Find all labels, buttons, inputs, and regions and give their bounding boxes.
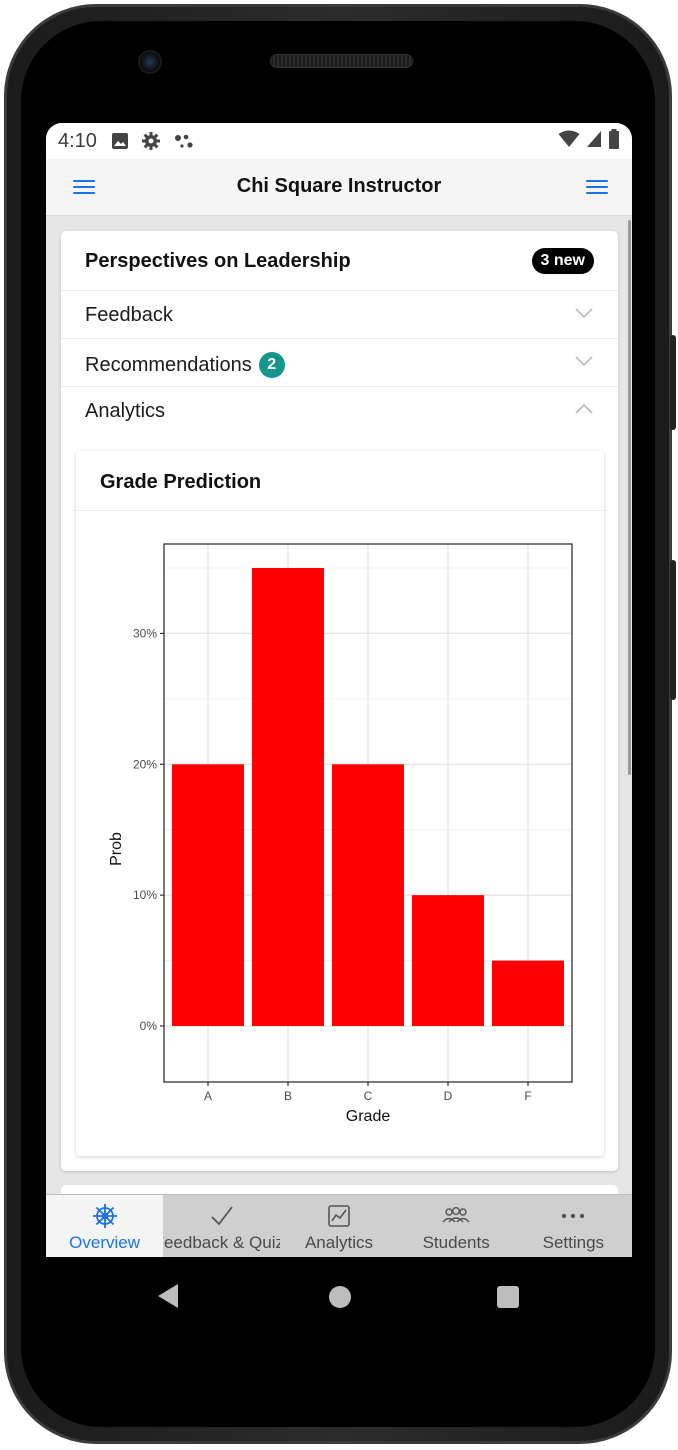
recommendations-count-badge: 2 [258, 352, 285, 378]
accordion-analytics[interactable]: Analytics [61, 387, 618, 435]
y-tick-label: 0% [140, 1019, 158, 1033]
tab-overview[interactable]: Overview [46, 1195, 164, 1257]
course-title: Perspectives on Leadership [85, 250, 351, 272]
x-tick-label: A [204, 1089, 212, 1103]
chevron-down-icon [575, 308, 593, 319]
y-tick-label: 20% [133, 757, 157, 771]
grade-prediction-header: Grade Prediction [76, 451, 604, 511]
x-axis-label: Grade [346, 1108, 391, 1125]
x-tick-label: F [524, 1089, 531, 1103]
content-area[interactable]: Perspectives on Leadership 3 new Feedbac… [46, 216, 632, 1194]
more-dots-icon [562, 1213, 585, 1219]
tab-label: Feedback & Quiz [163, 1233, 281, 1252]
tab-label: Overview [69, 1233, 141, 1252]
home-icon[interactable] [328, 1285, 352, 1309]
assistant-dots-icon [173, 132, 195, 150]
grade-prediction-card: Grade Prediction 0% 10% 20% 30% A B C D F Grade Pr… [76, 451, 604, 1156]
course-card-header: Perspectives on Leadership 3 new [61, 231, 618, 291]
course-card: Perspectives on Leadership 3 new Feedbac… [61, 231, 618, 1171]
signal-icon [586, 130, 602, 153]
y-tick-label: 10% [133, 888, 157, 902]
recents-icon[interactable] [496, 1285, 520, 1309]
bar-C [332, 764, 404, 1026]
bar-D [412, 895, 484, 1026]
chevron-up-icon [575, 403, 593, 414]
chevron-down-icon [575, 356, 593, 367]
next-course-card[interactable] [61, 1185, 618, 1194]
tab-label: Students [422, 1233, 490, 1252]
accordion-label: Recommendations [85, 353, 252, 376]
tab-settings[interactable]: Settings [515, 1195, 632, 1257]
accordion-label: Analytics [85, 400, 166, 422]
app-header: Chi Square Instructor [46, 159, 632, 216]
checkmark-icon [211, 1206, 233, 1226]
right-menu-button[interactable] [586, 177, 608, 197]
power-button [670, 335, 676, 430]
x-tick-label: D [444, 1089, 453, 1103]
x-tick-label: C [364, 1089, 373, 1103]
bar-A [172, 764, 244, 1026]
wifi-icon [558, 130, 580, 153]
people-icon [442, 1206, 470, 1223]
earpiece-speaker [270, 54, 413, 68]
chart-icon [328, 1205, 350, 1227]
accordion-feedback[interactable]: Feedback [61, 291, 618, 339]
tab-label: Analytics [304, 1233, 373, 1252]
scrollbar[interactable] [628, 220, 631, 775]
x-tick-label: B [284, 1089, 292, 1103]
battery-icon [608, 128, 620, 154]
app-screen: 4:10 Chi Square Instructor [46, 123, 632, 1257]
bar-B [252, 568, 324, 1026]
new-count-badge: 3 new [531, 248, 594, 274]
page-title: Chi Square Instructor [236, 175, 442, 197]
system-nav-bar [46, 1257, 632, 1333]
front-camera [138, 50, 162, 74]
tab-label: Settings [542, 1233, 605, 1252]
y-axis-label: Prob [108, 832, 125, 866]
back-icon[interactable] [156, 1283, 180, 1309]
accordion-label: Feedback [85, 304, 173, 326]
left-menu-button[interactable] [73, 177, 95, 197]
status-bar: 4:10 [46, 123, 632, 159]
tab-analytics[interactable]: Analytics [280, 1195, 397, 1257]
image-icon [111, 132, 129, 150]
ships-wheel-icon [92, 1204, 117, 1228]
gear-icon [141, 131, 161, 151]
bar-F [492, 960, 564, 1026]
bottom-tab-bar: Overview Feedback & Quiz Analytics Stude… [46, 1194, 632, 1257]
grade-prediction-title: Grade Prediction [100, 471, 262, 493]
grade-prediction-chart: 0% 10% 20% 30% A B C D F Grade Prob [108, 543, 573, 1125]
volume-button [670, 560, 676, 700]
status-time: 4:10 [58, 129, 97, 152]
accordion-recommendations[interactable]: Recommendations 2 [61, 339, 618, 387]
tab-feedback-quiz[interactable]: Feedback & Quiz [163, 1195, 280, 1257]
y-tick-label: 30% [133, 626, 157, 640]
tab-students[interactable]: Students [398, 1195, 515, 1257]
